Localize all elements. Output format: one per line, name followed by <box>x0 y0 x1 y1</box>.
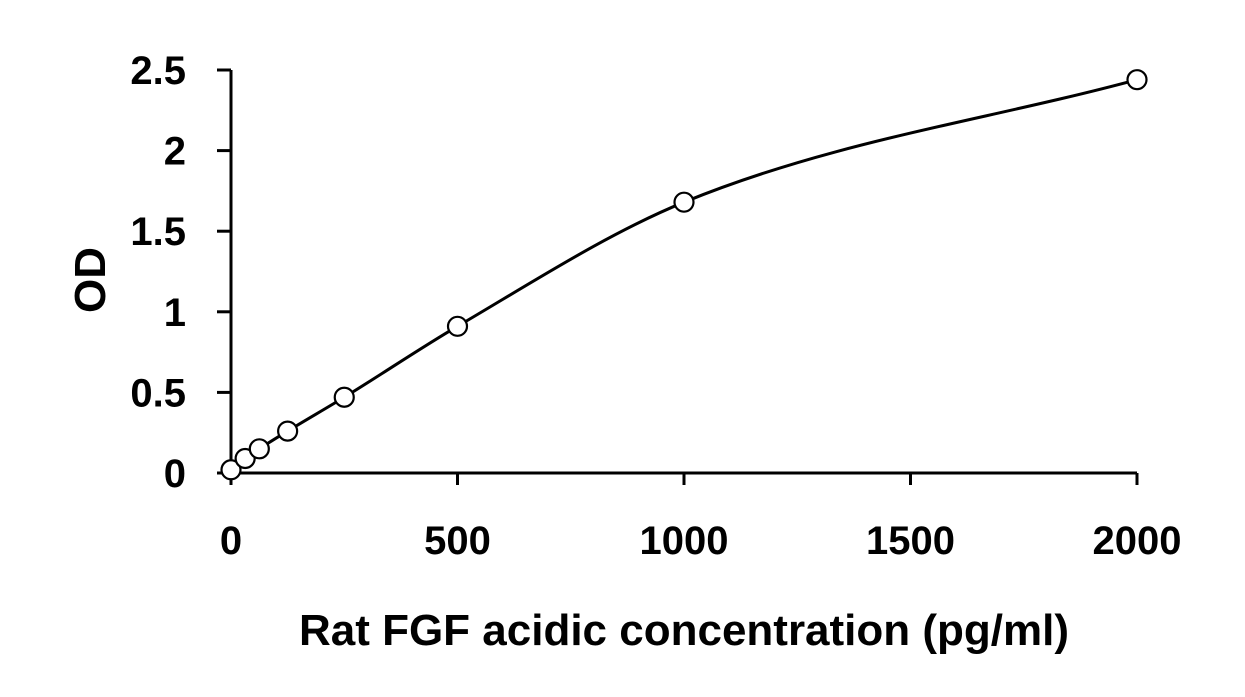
axes <box>229 70 1137 475</box>
data-points <box>220 69 1148 481</box>
x-tick-label: 2000 <box>1093 519 1182 563</box>
y-tick-label: 2.5 <box>130 49 186 93</box>
y-tick-label: 0.5 <box>130 371 186 415</box>
data-point <box>333 386 355 408</box>
y-tick-label: 1 <box>164 291 186 335</box>
fit-curve <box>230 78 1138 471</box>
data-point <box>220 459 242 481</box>
x-tick-label: 1500 <box>866 519 955 563</box>
data-point <box>234 447 256 470</box>
x-tick-label: 1000 <box>640 519 729 563</box>
x-tick-label: 0 <box>220 519 242 563</box>
y-ticks: 0 0.5 1 1.5 2 2.5 <box>130 49 231 496</box>
data-point <box>1126 69 1148 91</box>
x-axis-title: Rat FGF acidic concentration (pg/ml) <box>299 606 1069 655</box>
y-tick-label: 2 <box>164 130 186 174</box>
x-tick-label: 500 <box>424 519 491 563</box>
data-point <box>277 420 299 442</box>
y-tick-label: 0 <box>164 452 186 496</box>
y-axis-title: OD <box>66 247 115 313</box>
y-tick-label: 1.5 <box>130 210 186 254</box>
data-point <box>248 438 270 460</box>
data-point <box>446 315 469 337</box>
data-point <box>673 191 695 213</box>
x-ticks: 0 500 1000 1500 2000 <box>220 473 1182 563</box>
